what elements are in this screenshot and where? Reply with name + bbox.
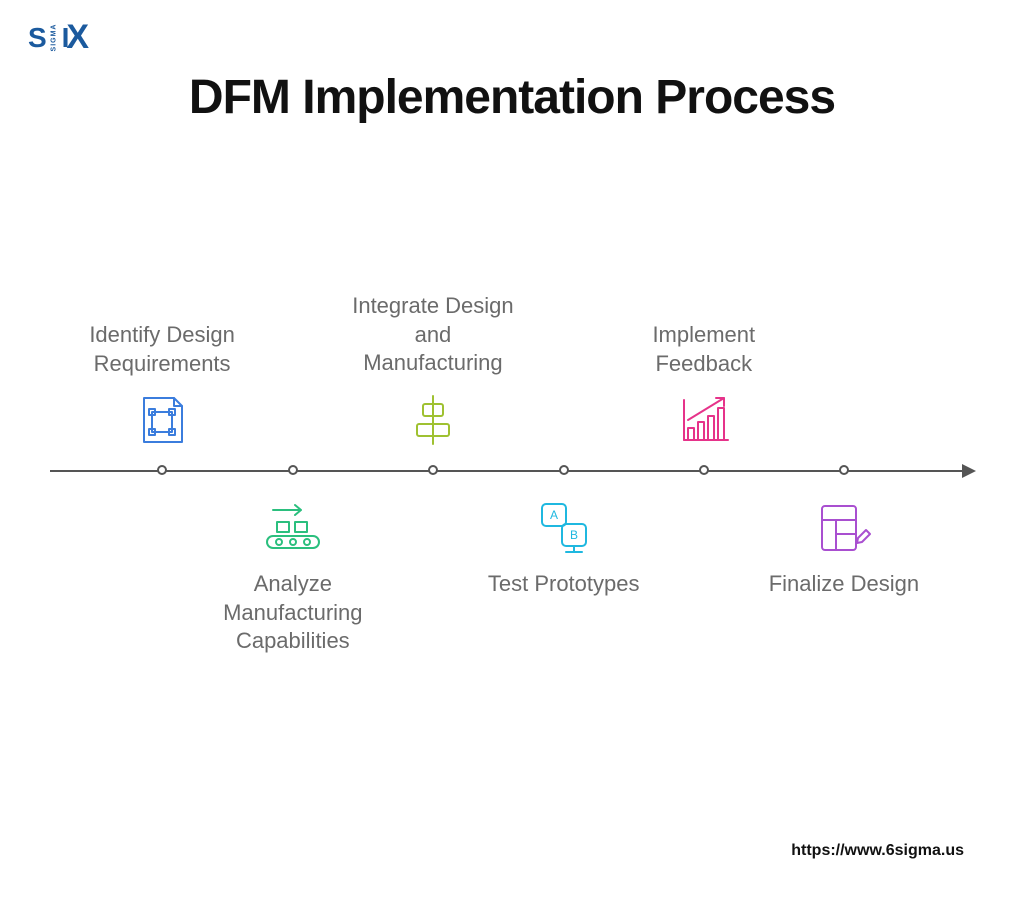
timeline-step: Implement Feedback <box>614 321 794 462</box>
timeline-line <box>50 470 964 472</box>
timeline-step: Identify Design Requirements <box>72 321 252 462</box>
timeline-step: Finalize Design <box>754 486 934 599</box>
timeline <box>50 470 984 472</box>
blueprint-icon <box>72 390 252 450</box>
footer-url: https://www.6sigma.us <box>791 842 964 860</box>
svg-text:A: A <box>550 508 558 522</box>
logo-x: X <box>66 18 88 57</box>
page-title: DFM Implementation Process <box>0 70 1024 125</box>
step-label: Finalize Design <box>754 570 934 599</box>
step-label: Test Prototypes <box>474 570 654 599</box>
growth-icon <box>614 390 794 450</box>
svg-text:B: B <box>570 528 578 542</box>
ab-test-icon: AB <box>474 498 654 558</box>
step-label: Analyze Manufacturing Capabilities <box>203 570 383 656</box>
timeline-node <box>288 465 298 475</box>
six-sigma-logo: S SIGMA I X <box>28 18 88 57</box>
timeline-node <box>157 465 167 475</box>
logo-s: S <box>28 22 46 54</box>
step-label: Integrate Design and Manufacturing <box>343 292 523 378</box>
timeline-node <box>428 465 438 475</box>
logo-sigma: SIGMA <box>50 24 57 52</box>
align-icon <box>343 390 523 450</box>
timeline-arrow-icon <box>962 464 976 478</box>
conveyor-icon <box>203 498 383 558</box>
timeline-node <box>699 465 709 475</box>
timeline-node <box>559 465 569 475</box>
timeline-node <box>839 465 849 475</box>
step-label: Identify Design Requirements <box>72 321 252 378</box>
step-label: Implement Feedback <box>614 321 794 378</box>
timeline-step: Analyze Manufacturing Capabilities <box>203 486 383 656</box>
design-doc-icon <box>754 498 934 558</box>
timeline-step: AB Test Prototypes <box>474 486 654 599</box>
timeline-step: Integrate Design and Manufacturing <box>343 292 523 462</box>
